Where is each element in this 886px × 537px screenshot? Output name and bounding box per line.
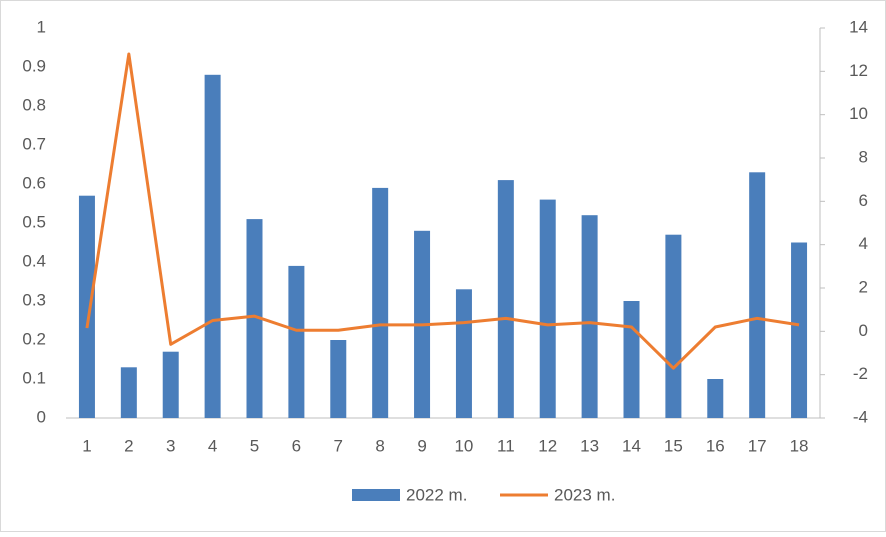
bar <box>78 195 95 418</box>
x-tick-label: 14 <box>622 436 641 455</box>
bar <box>288 265 305 418</box>
y-tick-label: 0.2 <box>22 329 46 348</box>
y-tick-label: 0.3 <box>22 290 46 309</box>
x-tick-label: 12 <box>538 436 557 455</box>
y2-tick-label: 2 <box>859 277 868 296</box>
y-tick-label: 0.9 <box>22 56 46 75</box>
y2-tick-label: -4 <box>853 407 868 426</box>
x-tick-label: 4 <box>208 436 217 455</box>
y-tick-label: 0.5 <box>22 212 46 231</box>
x-tick-label: 18 <box>790 436 809 455</box>
x-tick-label: 7 <box>334 436 343 455</box>
y-tick-label: 0 <box>37 407 46 426</box>
x-tick-label: 13 <box>580 436 599 455</box>
y-tick-label: 0.1 <box>22 368 46 387</box>
y-tick-label: 0.7 <box>22 134 46 153</box>
bar <box>623 301 640 418</box>
x-tick-label: 8 <box>375 436 384 455</box>
bar <box>791 242 808 418</box>
y-tick-label: 1 <box>37 17 46 36</box>
legend-label: 2023 m. <box>554 485 615 504</box>
y-tick-label: 0.6 <box>22 173 46 192</box>
y2-tick-label: 10 <box>849 104 868 123</box>
bar <box>497 180 514 418</box>
bar <box>120 367 137 418</box>
bar <box>455 289 472 418</box>
x-tick-label: 6 <box>292 436 301 455</box>
x-tick-label: 16 <box>706 436 725 455</box>
y2-tick-label: 0 <box>859 321 868 340</box>
bar <box>665 234 682 418</box>
bar <box>581 215 598 418</box>
x-tick-label: 9 <box>417 436 426 455</box>
y2-tick-label: 4 <box>859 234 868 253</box>
x-tick-label: 5 <box>250 436 259 455</box>
y2-tick-label: -2 <box>853 364 868 383</box>
x-tick-label: 3 <box>166 436 175 455</box>
x-tick-label: 15 <box>664 436 683 455</box>
y2-tick-label: 8 <box>859 147 868 166</box>
bar <box>372 187 389 418</box>
line <box>85 52 800 370</box>
x-tick-label: 1 <box>82 436 91 455</box>
bar <box>330 340 347 418</box>
x-tick-label: 11 <box>497 436 515 455</box>
x-tick-label: 2 <box>124 436 133 455</box>
bar <box>539 199 556 418</box>
y2-tick-label: 6 <box>859 191 868 210</box>
y2-tick-label: 14 <box>849 17 868 36</box>
y2-tick-label: 12 <box>849 61 868 80</box>
legend-swatch <box>352 489 400 501</box>
x-tick-label: 10 <box>454 436 473 455</box>
y-tick-label: 0.8 <box>22 95 46 114</box>
legend-label: 2022 m. <box>406 485 467 504</box>
bar <box>162 351 179 418</box>
y-tick-label: 0.4 <box>22 251 46 270</box>
bar <box>749 172 766 418</box>
x-tick-label: 17 <box>748 436 767 455</box>
bar <box>246 219 263 418</box>
bar <box>204 74 221 419</box>
bar <box>707 379 724 418</box>
